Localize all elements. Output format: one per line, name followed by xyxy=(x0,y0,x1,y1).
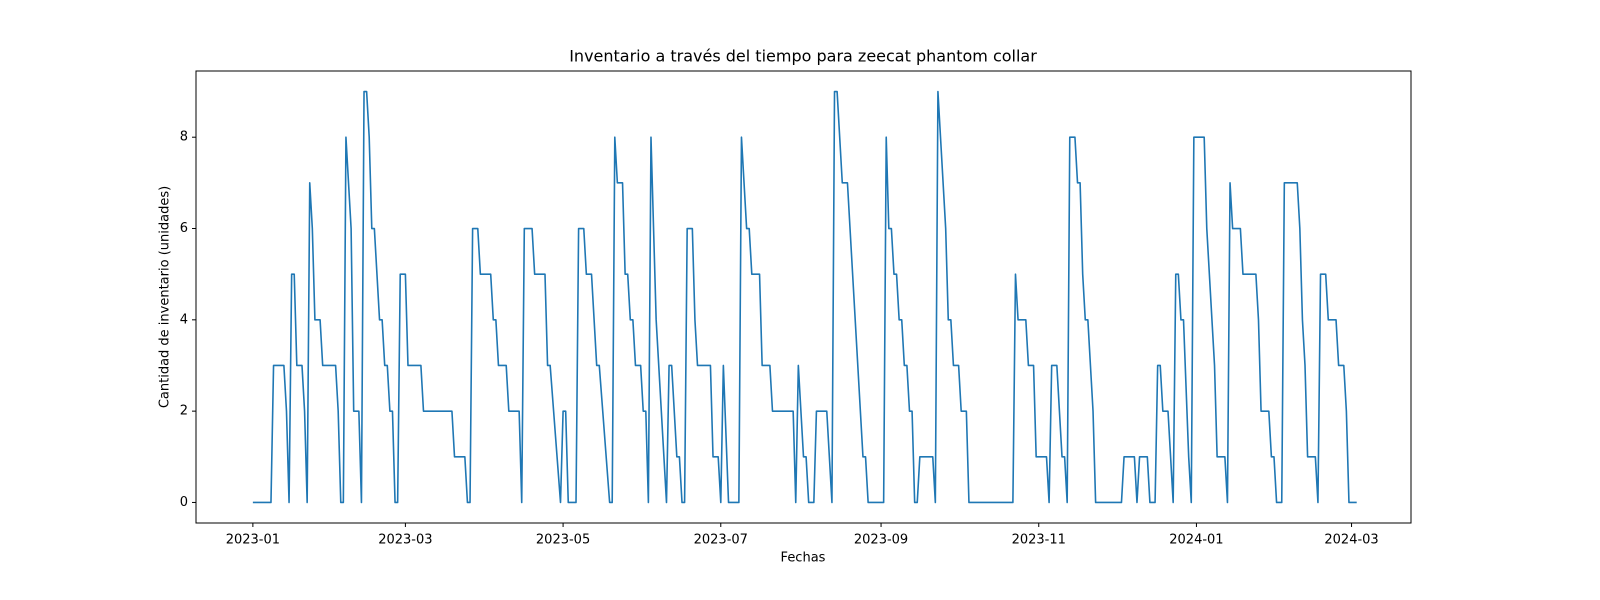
x-tick-label: 2024-03 xyxy=(1324,533,1378,548)
data-line xyxy=(252,90,1357,504)
x-tick-label: 2023-07 xyxy=(694,533,748,548)
y-tick-label: 4 xyxy=(180,312,188,327)
y-tick-label: 0 xyxy=(180,495,188,510)
x-tick-label: 2023-11 xyxy=(1012,533,1066,548)
y-tick-label: 2 xyxy=(180,404,188,419)
x-tick-label: 2024-01 xyxy=(1169,533,1223,548)
x-tick-label: 2023-01 xyxy=(226,533,280,548)
x-axis-label: Fechas xyxy=(781,551,826,566)
chart-title: Inventario a través del tiempo para zeec… xyxy=(569,47,1037,66)
x-tick-label: 2023-03 xyxy=(378,533,432,548)
y-tick-label: 6 xyxy=(180,221,188,236)
y-tick-label: 8 xyxy=(180,130,188,145)
x-tick-label: 2023-05 xyxy=(536,533,590,548)
x-tick-label: 2023-09 xyxy=(854,533,908,548)
y-axis-label: Cantidad de inventario (unidades) xyxy=(158,186,173,408)
plot-frame xyxy=(195,70,1412,524)
